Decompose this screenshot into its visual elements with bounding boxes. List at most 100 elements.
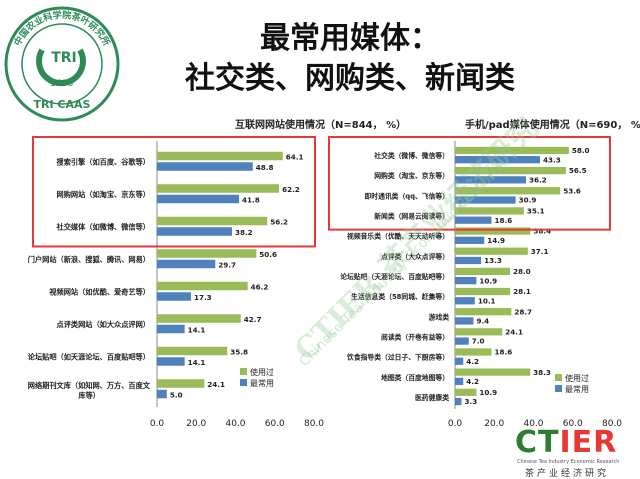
chart-1-bar-0-8: [455, 308, 512, 316]
chart-1-bar-1-9: [455, 337, 469, 345]
chart-1-value-1-12: 3.3: [464, 397, 477, 406]
chart-1-value-1-8: 9.4: [476, 317, 489, 326]
logo-year: 1958: [51, 79, 74, 89]
chart-1-bar-1-8: [455, 317, 474, 325]
chart-0-bar-0-1: [157, 184, 280, 193]
chart-0-value-1-4: 17.3: [194, 293, 212, 302]
chart-1-bar-0-4: [455, 227, 531, 235]
chart-0-highlight-box: [32, 136, 316, 248]
chart-1-bar-1-11: [455, 377, 464, 386]
chart-1-highlight-box: [328, 136, 611, 231]
chart-0-bar-1-3: [157, 259, 216, 269]
chart-0-value-0-1: 62.2: [282, 185, 300, 194]
chart-0-tick-1: 20.0: [186, 419, 206, 429]
chart-1-bar-1-5: [455, 256, 482, 265]
chart-1-cat-6: 论坛贴吧（天涯论坛、百度贴吧等）: [340, 272, 449, 281]
chart-1-value-1-3: 18.6: [495, 216, 513, 225]
chart-0-cat-2: 社交媒体（如微博、微信等）: [56, 222, 150, 231]
chart-1-bar-0-7: [455, 287, 511, 296]
ctier-logo-cn: 茶产业经济研究: [525, 469, 610, 479]
chart-1-tick-4: 80.0: [602, 419, 622, 429]
chart-0-tick-3: 60.0: [265, 419, 285, 429]
chart-0-bar-1-0: [157, 162, 253, 171]
chart-1-value-1-6: 10.9: [479, 276, 497, 285]
chart-0-title: 互联网网站使用情况（N=844， %）: [235, 118, 406, 131]
chart-0-value-1-3: 29.7: [218, 260, 236, 269]
chart-1-value-0-12: 10.9: [479, 388, 497, 397]
chart-0-bar-1-7: [157, 389, 167, 399]
chart-0-value-0-0: 64.1: [286, 152, 304, 161]
chart-1-legend-label-1: 最常用: [565, 385, 589, 394]
chart-1-bar-1-12: [455, 397, 462, 406]
chart-1-legend-swatch-1: [555, 385, 562, 392]
chart-0-bar-0-6: [157, 346, 228, 356]
page-title-line2: 社交类、网购类、新闻类: [185, 61, 515, 96]
chart-0-bar-1-2: [157, 227, 232, 236]
chart-1-value-1-0: 43.3: [543, 155, 561, 164]
chart-0-bar-0-7: [157, 379, 205, 388]
chart-1-bar-0-9: [455, 328, 503, 336]
logo-center: TRI: [51, 50, 77, 66]
chart-0-value-1-2: 38.2: [235, 228, 253, 237]
chart-0-bar-1-4: [157, 292, 191, 301]
chart-0-legend-label-0: 使用过: [250, 367, 274, 377]
chart-0-tick-4: 80.0: [304, 419, 324, 429]
chart-0-bar-0-3: [157, 249, 257, 258]
chart-1-cat-4: 视频音乐类（优酷、天天动听等）: [347, 232, 449, 241]
chart-0-value-0-4: 46.2: [251, 282, 269, 291]
chart-1-value-1-4: 14.9: [487, 236, 505, 245]
chart-0-value-0-2: 56.2: [270, 217, 288, 226]
chart-0-value-1-7: 5.0: [170, 390, 183, 399]
chart-1-bar-0-10: [455, 348, 492, 356]
chart-1-value-0-7: 28.1: [513, 287, 531, 296]
chart-0-bar-1-1: [157, 194, 240, 204]
chart-1-title: 手机/pad媒体使用情况（N=690， %）: [465, 118, 640, 131]
chart-0-cat-3: 门户网站（新浪、搜狐、腾讯、网易）: [28, 255, 150, 264]
chart-1-value-0-11: 38.3: [533, 368, 551, 377]
chart-0-bar-0-5: [157, 314, 241, 323]
chart-1-cat-11: 地图类（百度地图等）: [381, 373, 449, 382]
chart-1-bar-0-3: [455, 207, 524, 215]
chart-1-cat-8: 游戏类: [429, 312, 450, 321]
chart-1-value-1-1: 36.2: [529, 175, 547, 184]
chart-1-bar-0-12: [455, 388, 477, 396]
chart-0-cat-7-b: 库等）: [78, 391, 100, 400]
chart-1-value-1-10: 4.2: [466, 357, 479, 366]
logo-bottom: TRI CAAS: [34, 98, 91, 111]
chart-1-value-0-8: 28.7: [514, 307, 532, 316]
chart-1-value-0-3: 35.1: [527, 207, 545, 216]
chart-1-cat-3: 新闻类（网易云阅读等）: [374, 212, 449, 221]
ctier-logo: CTIER Chinese Tea Industry Economic Rese…: [515, 425, 637, 479]
chart-1-bar-0-1: [455, 166, 566, 175]
chart-1-value-0-5: 37.1: [531, 247, 549, 256]
chart-0-tick-0: 0.0: [150, 419, 165, 429]
chart-0-cat-4: 视频网站（如优酷、爱奇艺等）: [49, 287, 150, 296]
chart-1-bar-1-7: [455, 297, 475, 305]
chart-0-value-0-7: 24.1: [207, 380, 225, 389]
chart-1-bar-1-1: [455, 176, 527, 184]
chart-1-value-1-9: 7.0: [472, 337, 485, 346]
chart-0-value-0-6: 35.8: [230, 347, 248, 356]
chart-0-bar-0-4: [157, 281, 248, 291]
chart-0-bar-1-5: [157, 324, 185, 334]
chart-0-bar-0-2: [157, 216, 268, 226]
chart-1-value-0-0: 58.0: [572, 146, 590, 155]
chart-1-cat-12: 医药健康类: [415, 393, 449, 402]
chart-1-value-0-4: 38.4: [533, 227, 551, 236]
chart-1-value-1-2: 30.9: [519, 196, 537, 205]
chart-0-cat-0: 搜索引擎（如百度、谷歌等）: [57, 157, 150, 166]
page-title-line1: 最常用媒体：: [260, 21, 440, 56]
chart-1-bar-0-11: [455, 368, 531, 376]
tri-caas-logo: 中国农业科学院茶叶研究所 TRI 1958 TRI CAAS: [4, 6, 120, 122]
chart-0-value-0-5: 42.7: [244, 315, 262, 324]
chart-1-value-0-1: 56.5: [569, 166, 587, 175]
chart-1-value-1-7: 10.1: [478, 296, 496, 305]
chart-1-legend-swatch-0: [555, 374, 562, 381]
chart-0-legend-label-1: 最常用: [250, 379, 274, 388]
chart-0-value-0-3: 50.6: [259, 250, 277, 259]
chart-0-value-1-1: 41.8: [242, 195, 260, 204]
chart-1-value-0-9: 24.1: [505, 327, 523, 336]
chart-1-bar-1-4: [455, 236, 485, 244]
chart-1-bar-1-10: [455, 357, 464, 365]
